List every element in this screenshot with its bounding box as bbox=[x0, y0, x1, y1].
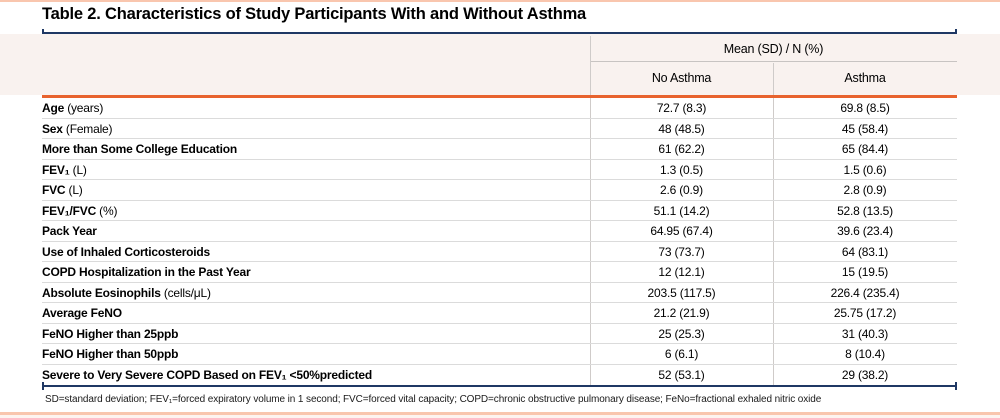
top-accent-strip bbox=[0, 0, 1000, 2]
value-no-asthma: 48 (48.5) bbox=[658, 121, 705, 136]
row-label-note: (cells/μL) bbox=[160, 285, 211, 300]
value-asthma: 8 (10.4) bbox=[845, 347, 885, 361]
row-label-main: COPD Hospitalization in the Past Year bbox=[42, 265, 251, 279]
value-asthma: 65 (84.4) bbox=[841, 142, 889, 156]
value-no-asthma: 52 (53.1) bbox=[658, 367, 705, 382]
table-row: Absolute Eosinophils (cells/μL) 203.5 (1… bbox=[42, 283, 957, 303]
row-label: FeNO Higher than 25ppb bbox=[42, 324, 178, 344]
row-label-main: Average FeNO bbox=[42, 306, 122, 320]
row-label-main: Age bbox=[42, 101, 65, 115]
table-row: FEV₁ (L) 1.3 (0.5) 1.5 (0.6) bbox=[42, 160, 957, 180]
value-no-asthma: 6 (6.1) bbox=[664, 347, 699, 361]
table-bottom-rule bbox=[42, 382, 957, 390]
row-label: Sex (Female) bbox=[42, 119, 113, 139]
row-label-main: Use of Inhaled Corticosteroids bbox=[42, 244, 211, 259]
value-asthma: 45 (58.4) bbox=[841, 121, 889, 136]
row-label-main: Absolute Eosinophils bbox=[42, 285, 161, 300]
table-row: Use of Inhaled Corticosteroids 73 (73.7)… bbox=[42, 242, 957, 262]
column-header-no-asthma: No Asthma bbox=[651, 71, 712, 85]
value-asthma: 1.5 (0.6) bbox=[843, 162, 887, 177]
bottom-accent-strip bbox=[0, 412, 1000, 415]
row-label-main: FEV₁ bbox=[42, 162, 70, 177]
value-asthma: 64 (83.1) bbox=[841, 244, 889, 259]
table-row: FeNO Higher than 25ppb 25 (25.3) 31 (40.… bbox=[42, 324, 957, 344]
value-asthma: 15 (19.5) bbox=[841, 265, 889, 279]
value-asthma: 39.6 (23.4) bbox=[837, 224, 893, 238]
column-header-asthma: Asthma bbox=[844, 71, 886, 85]
row-label-note: (years) bbox=[64, 101, 104, 115]
row-label-main: FEV₁/FVC bbox=[42, 203, 97, 218]
row-label-main: Sex bbox=[42, 121, 63, 136]
value-no-asthma: 25 (25.3) bbox=[658, 326, 705, 341]
table-row: FEV₁/FVC (%) 51.1 (14.2) 52.8 (13.5) bbox=[42, 201, 957, 221]
value-no-asthma: 203.5 (117.5) bbox=[647, 285, 716, 300]
row-label-main: FeNO Higher than 50ppb bbox=[42, 347, 179, 361]
table-header-band bbox=[0, 34, 1000, 95]
row-label: Age (years) bbox=[42, 98, 103, 118]
table-row: FeNO Higher than 50ppb 6 (6.1) 8 (10.4) bbox=[42, 344, 957, 365]
row-label: FEV₁ (L) bbox=[42, 160, 87, 180]
row-label-main: Pack Year bbox=[42, 224, 97, 238]
row-label-note: (%) bbox=[96, 203, 118, 218]
row-label-note: (Female) bbox=[62, 121, 113, 136]
value-no-asthma: 51.1 (14.2) bbox=[653, 203, 710, 218]
table-body: Age (years) 72.7 (8.3) 69.8 (8.5) Sex (F… bbox=[42, 98, 957, 385]
value-no-asthma: 1.3 (0.5) bbox=[660, 162, 703, 177]
value-no-asthma: 72.7 (8.3) bbox=[656, 101, 707, 115]
row-label: FEV₁/FVC (%) bbox=[42, 201, 117, 221]
value-asthma: 69.8 (8.5) bbox=[840, 101, 890, 115]
value-no-asthma: 61 (62.2) bbox=[658, 142, 705, 156]
value-no-asthma: 12 (12.1) bbox=[658, 265, 705, 279]
row-label: FeNO Higher than 50ppb bbox=[42, 344, 178, 364]
row-label: COPD Hospitalization in the Past Year bbox=[42, 262, 251, 282]
column-divider-left bbox=[590, 36, 591, 385]
table-title: Table 2. Characteristics of Study Partic… bbox=[42, 5, 587, 23]
value-no-asthma: 73 (73.7) bbox=[658, 244, 705, 259]
bottom-padding bbox=[0, 415, 1000, 418]
table-row: FVC (L) 2.6 (0.9) 2.8 (0.9) bbox=[42, 180, 957, 201]
value-asthma: 226.4 (235.4) bbox=[830, 285, 900, 300]
value-asthma: 52.8 (13.5) bbox=[837, 203, 893, 218]
row-label: Absolute Eosinophils (cells/μL) bbox=[42, 283, 211, 303]
column-group-header: Mean (SD) / N (%) bbox=[590, 37, 957, 62]
table-row: Pack Year 64.95 (67.4) 39.6 (23.4) bbox=[42, 221, 957, 242]
value-asthma: 25.75 (17.2) bbox=[833, 306, 897, 320]
row-label: FVC (L) bbox=[42, 180, 83, 200]
value-asthma: 29 (38.2) bbox=[841, 367, 889, 382]
table-top-rule bbox=[42, 29, 957, 37]
table-footnote: SD=standard deviation; FEV₁=forced expir… bbox=[45, 394, 822, 405]
value-asthma: 2.8 (0.9) bbox=[843, 183, 887, 197]
row-label: Average FeNO bbox=[42, 303, 122, 323]
value-no-asthma: 2.6 (0.9) bbox=[660, 183, 703, 197]
table-row: Average FeNO 21.2 (21.9) 25.75 (17.2) bbox=[42, 303, 957, 324]
table-row: Sex (Female) 48 (48.5) 45 (58.4) bbox=[42, 119, 957, 139]
table-row: Age (years) 72.7 (8.3) 69.8 (8.5) bbox=[42, 98, 957, 119]
row-label-main: More than Some College Education bbox=[42, 142, 237, 156]
value-asthma: 31 (40.3) bbox=[841, 326, 889, 341]
row-label: Pack Year bbox=[42, 221, 97, 241]
row-label-note: (L) bbox=[69, 162, 87, 177]
row-label-main: Severe to Very Severe COPD Based on FEV₁… bbox=[42, 367, 372, 382]
table-row: COPD Hospitalization in the Past Year 12… bbox=[42, 262, 957, 283]
column-divider-middle bbox=[773, 63, 774, 385]
row-label-note: (L) bbox=[65, 183, 83, 197]
table-row: More than Some College Education 61 (62.… bbox=[42, 139, 957, 160]
row-label: Severe to Very Severe COPD Based on FEV₁… bbox=[42, 365, 372, 385]
header-orange-rule bbox=[42, 95, 957, 98]
row-label: Use of Inhaled Corticosteroids bbox=[42, 242, 210, 262]
row-label: More than Some College Education bbox=[42, 139, 237, 159]
row-label-main: FVC bbox=[42, 183, 66, 197]
table-row: Severe to Very Severe COPD Based on FEV₁… bbox=[42, 365, 957, 386]
value-no-asthma: 64.95 (67.4) bbox=[650, 224, 713, 238]
value-no-asthma: 21.2 (21.9) bbox=[653, 306, 710, 320]
row-label-main: FeNO Higher than 25ppb bbox=[42, 326, 179, 341]
